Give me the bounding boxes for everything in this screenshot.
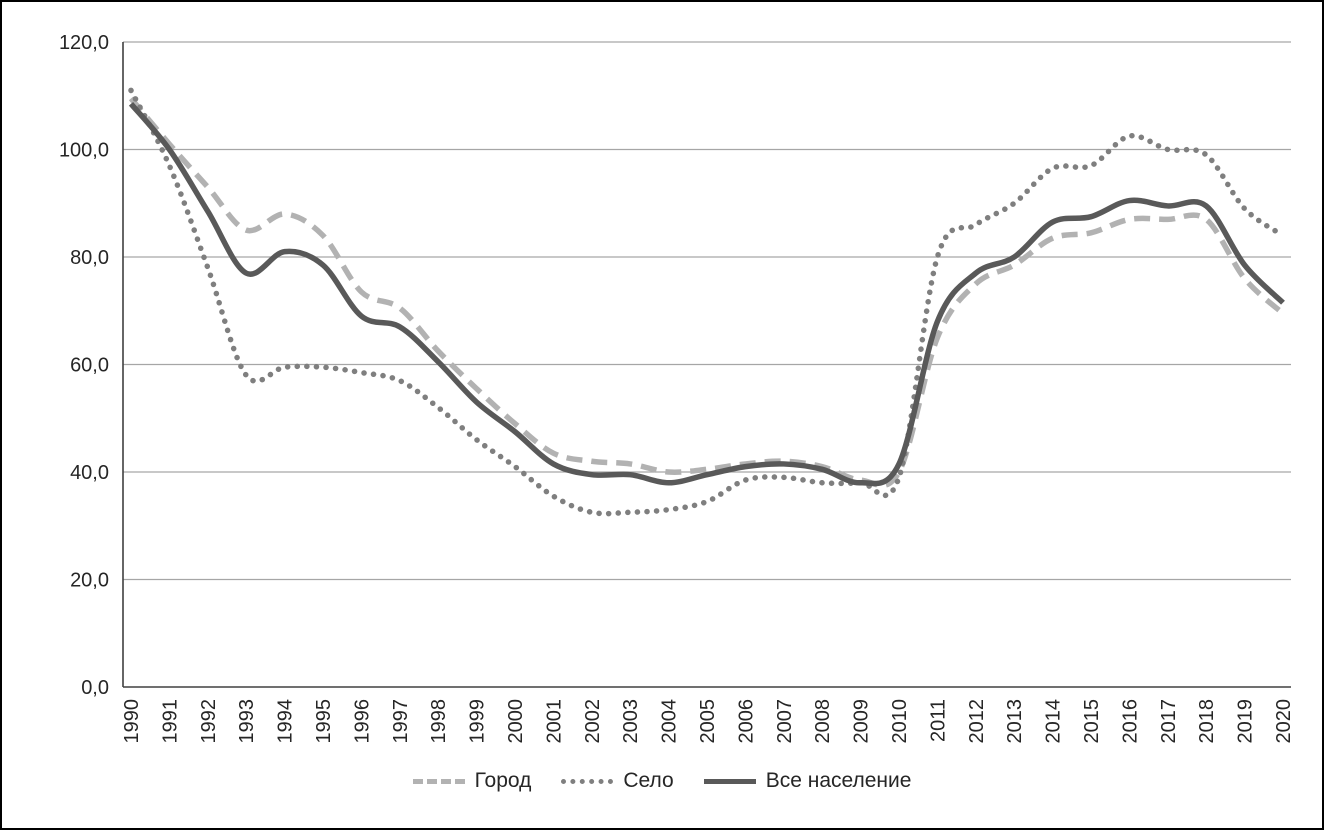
legend-label-selo: Село <box>623 769 674 792</box>
svg-text:20,0: 20,0 <box>70 570 109 592</box>
svg-text:1990: 1990 <box>121 699 143 744</box>
svg-text:2019: 2019 <box>1235 699 1257 744</box>
svg-text:2013: 2013 <box>1004 699 1026 744</box>
legend-label-gorod: Город <box>474 769 532 792</box>
svg-text:2007: 2007 <box>774 699 796 744</box>
svg-text:1997: 1997 <box>390 699 412 744</box>
svg-text:2010: 2010 <box>889 699 911 744</box>
svg-text:2015: 2015 <box>1081 699 1103 744</box>
svg-text:0,0: 0,0 <box>81 677 109 699</box>
svg-text:2011: 2011 <box>927 699 949 742</box>
svg-text:1999: 1999 <box>467 699 489 744</box>
svg-text:2014: 2014 <box>1043 699 1065 744</box>
svg-text:1998: 1998 <box>428 699 450 744</box>
svg-text:2006: 2006 <box>735 699 757 744</box>
legend-swatch-solid-icon <box>703 779 756 784</box>
legend-item-vse-naselenie: Все население <box>703 769 912 793</box>
svg-text:2020: 2020 <box>1273 699 1295 744</box>
svg-text:2012: 2012 <box>966 699 988 744</box>
svg-text:2017: 2017 <box>1158 699 1180 744</box>
svg-text:1995: 1995 <box>313 699 335 744</box>
svg-text:100,0: 100,0 <box>59 140 109 162</box>
svg-text:80,0: 80,0 <box>70 247 109 269</box>
legend-swatch-dotted-icon <box>561 779 614 784</box>
svg-text:2000: 2000 <box>505 699 527 744</box>
legend-item-gorod: Город <box>412 769 532 793</box>
svg-text:120,0: 120,0 <box>59 32 109 54</box>
chart-legend: Город Село Все население <box>2 762 1322 828</box>
svg-text:1992: 1992 <box>198 699 220 744</box>
svg-text:2004: 2004 <box>659 699 681 744</box>
legend-item-selo: Село <box>561 769 674 793</box>
svg-text:1991: 1991 <box>159 699 181 744</box>
svg-text:2001: 2001 <box>543 699 565 744</box>
legend-label-vse-naselenie: Все население <box>765 769 912 792</box>
svg-text:2005: 2005 <box>697 699 719 744</box>
svg-text:1994: 1994 <box>275 699 297 744</box>
svg-text:2009: 2009 <box>851 699 873 744</box>
svg-text:2008: 2008 <box>812 699 834 744</box>
svg-text:60,0: 60,0 <box>70 355 109 377</box>
svg-text:2018: 2018 <box>1196 699 1218 744</box>
svg-text:2003: 2003 <box>620 699 642 744</box>
legend-swatch-dashed-icon <box>412 779 465 784</box>
svg-text:40,0: 40,0 <box>70 462 109 484</box>
svg-text:2002: 2002 <box>582 699 604 744</box>
svg-text:2016: 2016 <box>1119 699 1141 744</box>
line-chart: 0,0 20,0 40,0 60,0 80,0 100,0 120,0 1990 1991 199… <box>59 32 1295 744</box>
svg-text:1996: 1996 <box>351 699 373 744</box>
svg-text:1993: 1993 <box>236 699 258 744</box>
